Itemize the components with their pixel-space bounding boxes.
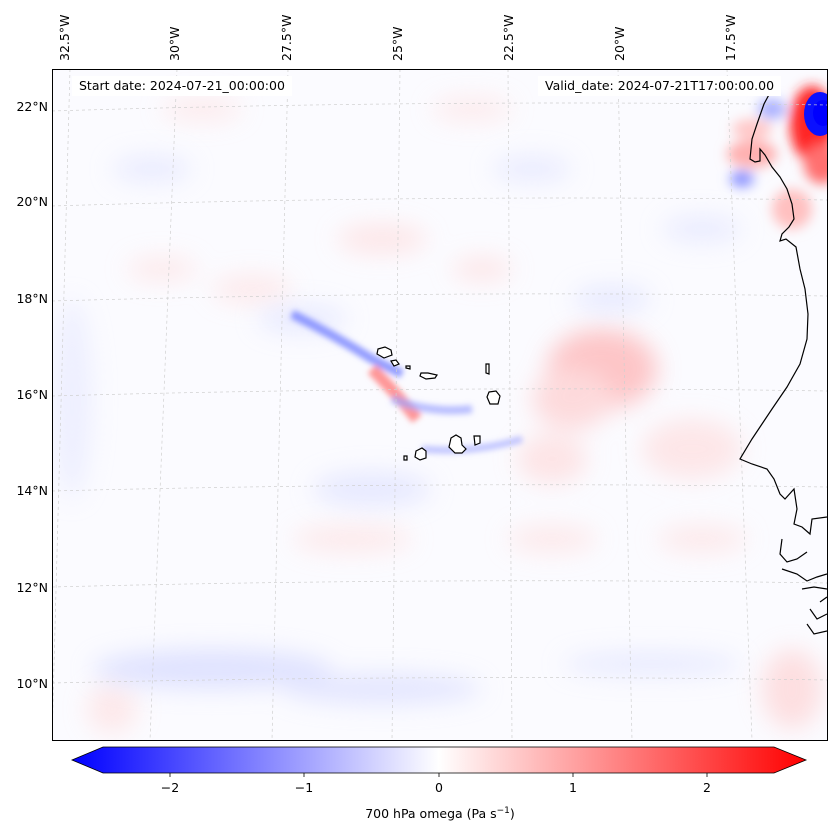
lat-label: 18°N bbox=[16, 291, 48, 306]
start-date-label: Start date: 2024-07-21_00:00:00 bbox=[72, 76, 292, 96]
colorbar-tick-label: −2 bbox=[160, 780, 180, 795]
omega-field bbox=[52, 86, 827, 734]
colorbar-tick-label: 1 bbox=[569, 780, 577, 795]
lat-label: 12°N bbox=[16, 580, 48, 595]
lat-label: 14°N bbox=[16, 483, 48, 498]
lon-label: 20°W bbox=[612, 26, 627, 61]
map-canvas bbox=[52, 69, 827, 740]
lon-label: 30°W bbox=[167, 26, 182, 61]
colorbar bbox=[70, 746, 808, 777]
colorbar-label: 700 hPa omega (Pa s−1) bbox=[365, 806, 515, 822]
graticule bbox=[52, 69, 827, 740]
colorbar-tick-label: 0 bbox=[435, 780, 443, 795]
colorbar-ticks bbox=[169, 773, 708, 777]
colorbar-tick-label: 2 bbox=[703, 780, 711, 795]
lon-label: 17.5°W bbox=[723, 14, 738, 61]
coastline-icon bbox=[739, 88, 827, 635]
lon-label: 32.5°W bbox=[57, 14, 72, 61]
lat-label: 22°N bbox=[16, 99, 48, 114]
lon-label: 25°W bbox=[390, 26, 405, 61]
map-area bbox=[52, 69, 827, 740]
colorbar-tick-label: −1 bbox=[294, 780, 314, 795]
lat-label: 20°N bbox=[16, 194, 48, 209]
lon-label: 27.5°W bbox=[279, 14, 294, 61]
lat-label: 16°N bbox=[16, 387, 48, 402]
valid-date-label: Valid_date: 2024-07-21T17:00:00.00 bbox=[538, 76, 782, 96]
lon-label: 22.5°W bbox=[501, 14, 516, 61]
island-icon bbox=[376, 346, 501, 461]
colorbar-bar bbox=[70, 746, 808, 774]
lat-label: 10°N bbox=[16, 676, 48, 691]
